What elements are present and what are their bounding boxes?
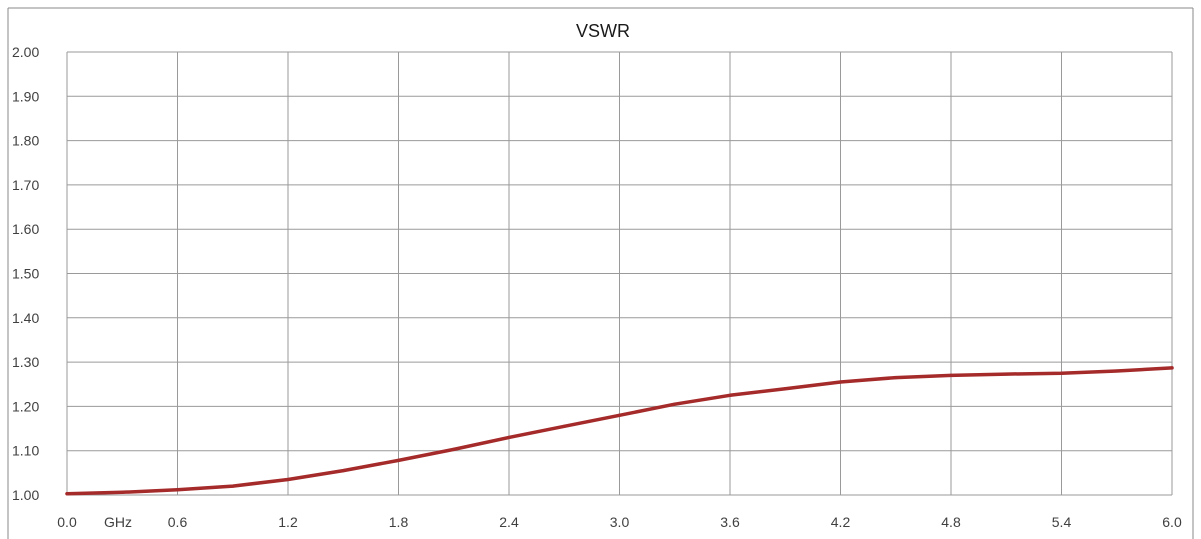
series-point xyxy=(894,376,898,380)
series-point xyxy=(507,435,511,440)
y-tick-label: 1.40 xyxy=(12,310,39,326)
series-point xyxy=(120,490,124,494)
series-point xyxy=(1115,369,1119,373)
series-point xyxy=(783,387,787,391)
chart-title: VSWR xyxy=(576,21,630,41)
y-tick-label: 1.60 xyxy=(12,221,39,237)
x-axis-label: GHz xyxy=(104,514,132,530)
y-tick-label: 1.00 xyxy=(12,487,39,503)
series-point xyxy=(617,413,622,417)
y-tick-label: 1.50 xyxy=(12,266,39,282)
series-point xyxy=(673,402,677,406)
x-tick-label: 0.0 xyxy=(57,514,77,530)
series-point xyxy=(1004,372,1008,376)
series-layer xyxy=(65,366,1174,496)
series-point xyxy=(949,373,953,377)
y-tick-label: 1.20 xyxy=(12,398,39,414)
y-tick-label: 1.90 xyxy=(12,88,39,104)
series-point xyxy=(728,393,732,397)
grid xyxy=(66,51,1173,496)
x-tick-label: 1.2 xyxy=(278,514,298,530)
series-point xyxy=(341,469,345,473)
series-point xyxy=(231,484,235,488)
x-tick-label: 4.2 xyxy=(831,514,851,530)
x-tick-label: 0.6 xyxy=(168,514,188,530)
series-point xyxy=(286,477,290,482)
x-tick-label: 2.4 xyxy=(499,514,519,530)
y-tick-label: 1.80 xyxy=(12,133,39,149)
series-point xyxy=(562,424,566,428)
x-tick-label: 6.0 xyxy=(1162,514,1182,530)
x-tick-label: 3.6 xyxy=(720,514,740,530)
series-point xyxy=(1170,366,1174,370)
x-tick-label: 5.4 xyxy=(1052,514,1072,530)
series-point xyxy=(1059,371,1064,375)
y-tick-label: 2.00 xyxy=(12,44,39,60)
series-point xyxy=(838,380,843,384)
x-tick-label: 1.8 xyxy=(389,514,409,530)
y-tick-label: 1.30 xyxy=(12,354,39,370)
series-point xyxy=(65,492,69,496)
series-point xyxy=(396,458,401,463)
y-tick-label: 1.70 xyxy=(12,177,39,193)
x-tick-label: 4.8 xyxy=(941,514,961,530)
x-tick-label: 3.0 xyxy=(610,514,630,530)
tick-labels: 0.0 0.6 1.2 1.8 2.4 3.0 3.6 4.2 4.8 5.4 6.0 1.00 1.1… xyxy=(12,44,1182,530)
y-tick-label: 1.10 xyxy=(12,443,39,459)
series-point xyxy=(175,488,180,492)
series-point xyxy=(452,447,456,451)
